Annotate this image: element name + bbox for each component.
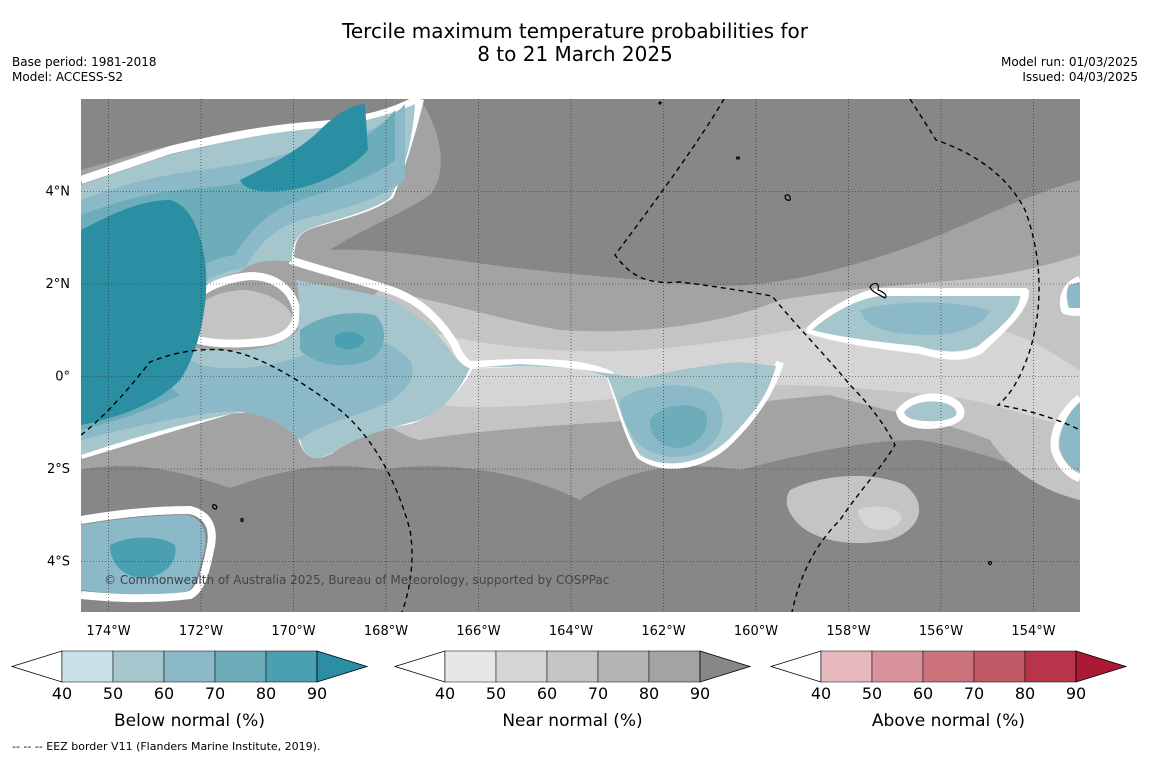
colorbar-segment: [546, 650, 599, 683]
longitude-label: 172°W: [179, 624, 223, 639]
colorbar-tick-label: 80: [256, 684, 276, 703]
longitude-label: 164°W: [549, 624, 593, 639]
near-normal-50-patch-west: [180, 290, 295, 341]
island-outlines: [212, 101, 993, 566]
below-normal-region-far-east-top: [1066, 282, 1080, 308]
model-run-text: Model run: 01/03/2025: [1000, 55, 1138, 69]
chart-title: Tercile maximum temperature probabilitie…: [0, 20, 1150, 66]
below-normal-region-equator-80: [650, 405, 708, 448]
latitude-label: 4°N: [46, 185, 71, 200]
colorbar-extend-high: [316, 650, 369, 683]
colorbar-segment: [597, 650, 650, 683]
below-normal-region-small: [904, 401, 957, 422]
colorbar-tick-label: 60: [537, 684, 557, 703]
longitude-label: 162°W: [641, 624, 685, 639]
colorbar-above: 40 50 60 70 80 90 Above normal (%): [769, 650, 1128, 731]
below-normal-region-center-core: [335, 331, 365, 350]
colorbar-segment: [922, 650, 975, 683]
colorbar-near: 40 50 60 70 80 90 Near normal (%): [393, 650, 752, 731]
colorbar-segment: [163, 650, 216, 683]
colorbar-segment: [820, 650, 873, 683]
colorbar-tick-label: 90: [1066, 684, 1086, 703]
eez-footnote: -- -- -- EEZ border V11 (Flanders Marine…: [12, 740, 321, 753]
colorbar-segment: [1024, 650, 1077, 683]
meta-left: Base period: 1981-2018 Model: ACCESS-S2: [12, 55, 157, 85]
colorbar-segment: [871, 650, 924, 683]
colorbar-below: 40 50 60 70 80 90 Below normal (%): [10, 650, 369, 731]
colorbar-segment: [61, 650, 114, 683]
eez-border-lines: [81, 99, 1080, 612]
latitude-label: 0°: [55, 370, 70, 385]
colorbar-tick-label: 70: [964, 684, 984, 703]
colorbar-tick-label: 40: [435, 684, 455, 703]
colorbar-tick-label: 70: [588, 684, 608, 703]
colorbar-tick-label: 50: [486, 684, 506, 703]
below-normal-region-east-70: [860, 302, 990, 335]
colorbar-tick-label: 40: [52, 684, 72, 703]
longitude-label: 168°W: [364, 624, 408, 639]
latitude-labels: 4°N 2°N 0° 2°S 4°S: [46, 185, 71, 570]
copyright-text: © Commonwealth of Australia 2025, Bureau…: [104, 573, 609, 587]
colorbar-title: Below normal (%): [114, 711, 265, 731]
longitude-label: 156°W: [919, 624, 963, 639]
longitude-labels: 174°W 172°W 170°W 168°W 166°W 164°W 162°W 160°W…: [86, 624, 1055, 639]
issued-text: Issued: 04/03/2025: [1022, 70, 1138, 84]
longitude-label: 166°W: [456, 624, 500, 639]
latitude-label: 2°N: [46, 277, 71, 292]
longitude-label: 158°W: [826, 624, 870, 639]
colorbars: 40 50 60 70 80 90 Below normal (%) 40 50 60 70 80 90…: [10, 650, 1128, 731]
colorbar-segment: [648, 650, 701, 683]
longitude-label: 174°W: [86, 624, 130, 639]
longitude-label: 154°W: [1011, 624, 1055, 639]
below-normal-region-nw-90: [81, 200, 207, 425]
colorbar-segment: [444, 650, 497, 683]
below-normal-region-southwest-80: [110, 537, 176, 578]
near-normal-40-patch-south-inner: [858, 506, 902, 530]
colorbar-tick-label: 90: [690, 684, 710, 703]
colorbar-title: Near normal (%): [502, 711, 642, 731]
colorbar-segment: [112, 650, 165, 683]
colorbar-extend-high: [699, 650, 752, 683]
colorbar-title: Above normal (%): [872, 711, 1025, 731]
below-normal-region-nw-80: [81, 110, 395, 430]
colorbar-extend-low: [10, 650, 63, 683]
colorbar-tick-label: 70: [205, 684, 225, 703]
longitude-label: 170°W: [271, 624, 315, 639]
meta-right: Model run: 01/03/2025 Issued: 04/03/2025: [1001, 55, 1138, 85]
longitude-label: 160°W: [734, 624, 778, 639]
title-line-1: Tercile maximum temperature probabilitie…: [342, 19, 808, 43]
map-area: © Commonwealth of Australia 2025, Bureau…: [81, 99, 1080, 612]
colorbar-tick-label: 90: [307, 684, 327, 703]
colorbar-extend-low: [393, 650, 446, 683]
colorbar-segment: [265, 650, 318, 683]
colorbar-extend-high: [1075, 650, 1128, 683]
title-line-2: 8 to 21 March 2025: [477, 42, 673, 66]
model-text: Model: ACCESS-S2: [12, 70, 124, 84]
base-period-text: Base period: 1981-2018: [12, 55, 157, 69]
colorbar-tick-label: 80: [1015, 684, 1035, 703]
colorbar-tick-label: 60: [154, 684, 174, 703]
colorbar-segment: [495, 650, 548, 683]
colorbar-tick-label: 80: [639, 684, 659, 703]
colorbar-segment: [214, 650, 267, 683]
colorbar-segment: [973, 650, 1026, 683]
colorbar-extend-low: [769, 650, 822, 683]
latitude-label: 2°S: [47, 462, 70, 477]
latitude-label: 4°S: [47, 555, 70, 570]
colorbar-tick-label: 50: [103, 684, 123, 703]
colorbar-tick-label: 40: [811, 684, 831, 703]
colorbar-tick-label: 50: [862, 684, 882, 703]
below-normal-region-far-east: [1059, 402, 1080, 472]
near-normal-90-region-north: [330, 99, 1080, 286]
colorbar-tick-label: 60: [913, 684, 933, 703]
below-normal-region-top-90: [240, 104, 368, 192]
